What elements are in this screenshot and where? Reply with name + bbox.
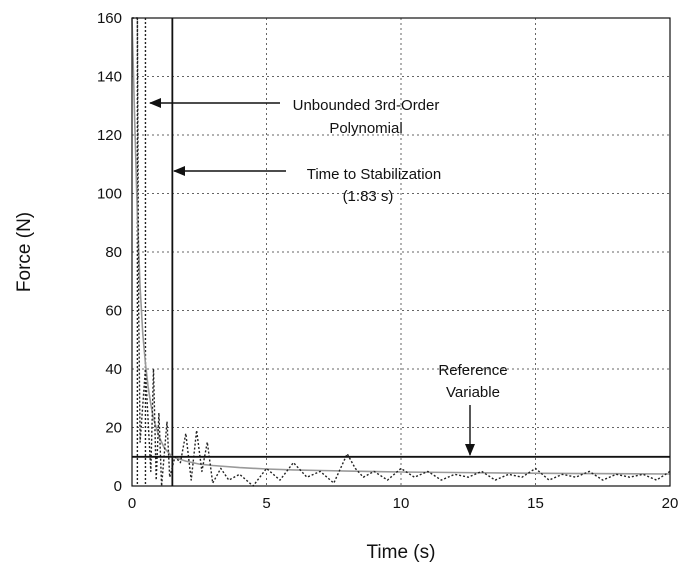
polynomial-fit-line xyxy=(131,17,671,475)
y-tick-label: 0 xyxy=(114,478,122,495)
annotation-stabilization: Time to Stabilization (1:83 s) xyxy=(173,166,442,205)
x-tick-label: 15 xyxy=(527,495,544,512)
y-tick-label: 40 xyxy=(105,361,122,378)
y-tick-label: 20 xyxy=(105,420,122,437)
y-tick-label: 60 xyxy=(105,303,122,320)
annotation-stabilization-line1: Time to Stabilization xyxy=(307,166,442,183)
annotation-polynomial-line1: Unbounded 3rd-Order xyxy=(293,97,440,114)
plot-frame xyxy=(131,17,671,487)
y-axis-label: Force (N) xyxy=(14,212,35,292)
y-tick-label: 80 xyxy=(105,244,122,261)
measured-force-line xyxy=(132,17,671,487)
x-axis-label: Time (s) xyxy=(367,542,436,563)
y-tick-label: 160 xyxy=(97,10,122,27)
grid xyxy=(132,18,670,486)
tick-labels: 0 5 10 15 20 0 20 40 60 80 100 120 140 160 xyxy=(97,10,678,512)
annotation-reference-line1: Reference xyxy=(438,362,507,379)
annotation-reference-line2: Variable xyxy=(446,384,500,401)
data-series xyxy=(131,17,671,487)
y-tick-label: 120 xyxy=(97,127,122,144)
annotation-stabilization-line2: (1:83 s) xyxy=(343,188,394,205)
x-tick-label: 10 xyxy=(393,495,410,512)
x-tick-label: 20 xyxy=(662,495,678,512)
y-tick-label: 140 xyxy=(97,69,122,86)
annotation-polynomial: Unbounded 3rd-Order Polynomial xyxy=(149,97,440,137)
annotation-polynomial-line2: Polynomial xyxy=(329,120,402,137)
x-tick-label: 5 xyxy=(262,495,270,512)
x-tick-label: 0 xyxy=(128,495,136,512)
y-tick-label: 100 xyxy=(97,186,122,203)
annotation-reference: Reference Variable xyxy=(438,362,508,456)
